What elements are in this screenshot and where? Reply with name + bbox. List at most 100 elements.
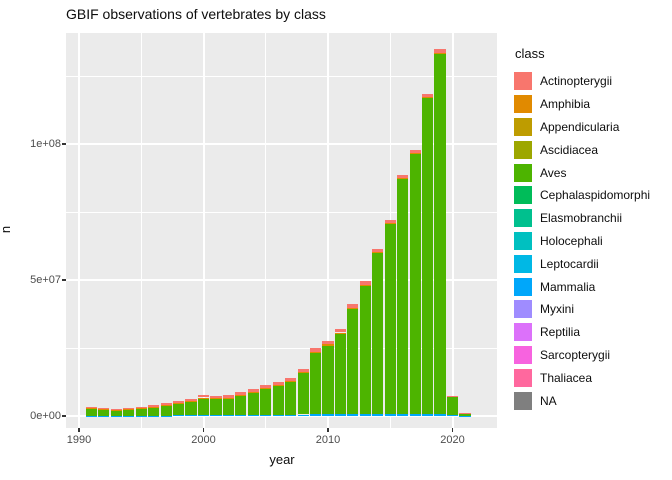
bar-segment	[235, 392, 247, 395]
bar-segment	[409, 153, 421, 415]
bar-segment	[397, 174, 409, 178]
cephalaspidomorphi-legend-key	[514, 186, 532, 205]
bar-segment	[135, 408, 147, 409]
bar-segment	[322, 340, 334, 345]
legend-item-label: NA	[540, 393, 557, 408]
ascidiacea-legend-key	[514, 140, 532, 159]
bar-segment	[85, 408, 98, 416]
legend-item: Holocephali	[514, 230, 650, 253]
na-legend-key	[514, 391, 532, 410]
bar-segment	[384, 222, 396, 224]
gridline-minor-horizontal	[66, 211, 497, 213]
bar-segment	[434, 414, 446, 416]
legend-item-label: Mammalia	[540, 279, 596, 294]
bar-segment	[110, 410, 122, 411]
bar-segment	[222, 395, 234, 398]
gridline-major-horizontal	[66, 415, 497, 417]
bar-segment	[334, 414, 347, 416]
y-axis-tick	[62, 143, 66, 145]
bar-segment	[123, 409, 135, 416]
bar-segment	[309, 353, 322, 415]
legend-item: Aves	[514, 161, 650, 184]
bar-segment	[197, 398, 210, 415]
bar-segment	[210, 398, 222, 415]
legend-item-label: Elasmobranchii	[540, 211, 623, 226]
bar-segment	[173, 401, 185, 404]
legend-item-label: Appendicularia	[540, 119, 620, 134]
bar-segment	[135, 408, 147, 416]
legend-item: Sarcopterygii	[514, 344, 650, 367]
myxini-legend-key	[514, 300, 532, 319]
legend-item-label: Amphibia	[540, 97, 591, 112]
bar-segment	[297, 373, 309, 415]
bar-segment	[148, 415, 160, 417]
bar-segment	[446, 396, 459, 397]
bar-segment	[260, 387, 272, 389]
bar-segment	[372, 253, 384, 415]
bar-segment	[422, 98, 434, 415]
bar-segment	[222, 414, 234, 416]
bar-segment	[422, 96, 434, 99]
bar-segment	[309, 352, 322, 354]
bar-segment	[285, 378, 297, 382]
x-axis-tick	[78, 428, 80, 432]
bar-segment	[110, 408, 122, 411]
chart-title: GBIF observations of vertebrates by clas…	[66, 6, 326, 22]
x-tick-label: 2000	[191, 434, 216, 446]
bar-segment	[334, 332, 347, 334]
holocephali-legend-key	[514, 231, 532, 250]
legend-item: Actinopterygii	[514, 70, 650, 93]
bar-segment	[297, 414, 309, 416]
bar-segment	[148, 405, 160, 408]
bar-segment	[347, 414, 359, 416]
bar-segment	[409, 149, 421, 153]
bar-segment	[185, 401, 197, 416]
bar-segment	[322, 344, 334, 346]
bar-segment	[185, 401, 197, 402]
bar-segment	[210, 398, 222, 399]
bar-segment	[98, 409, 110, 416]
bar-segment	[160, 403, 172, 406]
bar-segment	[422, 93, 434, 97]
bar-segment	[272, 414, 284, 416]
bar-segment	[422, 414, 434, 416]
bar-segment	[173, 415, 185, 417]
bar-segment	[247, 391, 259, 393]
legend-item-label: Ascidiacea	[540, 142, 599, 157]
bar-segment	[185, 415, 197, 416]
bar-segment	[285, 381, 297, 383]
bar-segment	[322, 345, 334, 415]
bar-segment	[359, 414, 371, 416]
gridline-major-horizontal	[66, 279, 497, 281]
bar-segment	[272, 382, 284, 385]
bar-segment	[297, 372, 309, 374]
leptocardii-legend-key	[514, 254, 532, 273]
bar-segment	[222, 397, 234, 399]
bar-segment	[98, 408, 110, 410]
bar-segment	[235, 395, 247, 415]
bar-segment	[173, 403, 185, 405]
appendicularia-legend-key	[514, 117, 532, 136]
bar-segment	[347, 304, 359, 308]
bar-segment	[210, 395, 222, 399]
bar-segment	[98, 409, 110, 411]
bar-segment	[459, 412, 471, 414]
sarcopterygii-legend-key	[514, 345, 532, 364]
bar-segment	[384, 219, 396, 223]
bar-segment	[85, 408, 98, 409]
bar-segment	[173, 403, 185, 416]
legend-item: Thaliacea	[514, 366, 650, 389]
legend-item: Amphibia	[514, 93, 650, 116]
bar-segment	[372, 248, 384, 253]
legend: class Actinopterygii Amphibia Appendicular…	[514, 46, 650, 412]
bar-segment	[98, 415, 110, 417]
bar-segment	[247, 414, 259, 416]
gridline-minor-horizontal	[66, 347, 497, 349]
bar-segment	[123, 408, 135, 410]
bar-segment	[160, 415, 172, 417]
legend-item: Myxini	[514, 298, 650, 321]
bar-segment	[446, 396, 459, 416]
bar-segment	[459, 412, 471, 416]
bar-segment	[160, 405, 172, 416]
bar-segment	[123, 409, 135, 411]
